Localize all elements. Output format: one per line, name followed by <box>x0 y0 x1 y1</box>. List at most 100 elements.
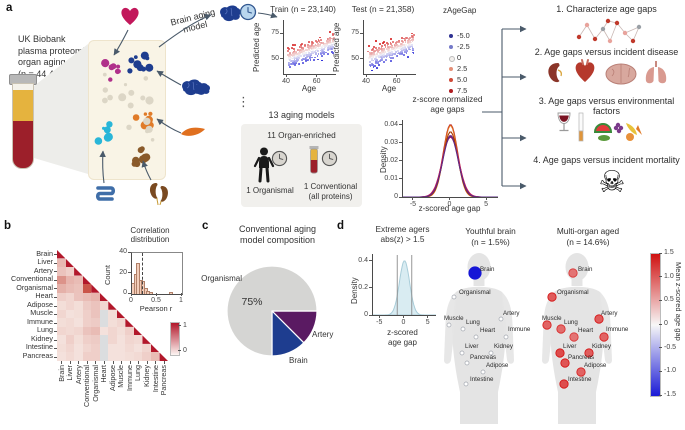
scatter-point <box>393 52 396 55</box>
legend-dot <box>449 45 453 49</box>
scatter-point <box>302 58 305 61</box>
protein-blob <box>140 95 146 101</box>
scatter-point <box>407 45 409 48</box>
scatter-point <box>292 47 295 50</box>
organ-label-adipose: Adipose <box>486 362 509 369</box>
heatmap-cell <box>65 267 75 276</box>
heatmap-cell <box>91 318 100 327</box>
scatter-point <box>373 51 375 54</box>
hist-bar <box>132 282 136 294</box>
scatter-point <box>409 44 412 47</box>
heatmap-row-tick <box>54 339 57 341</box>
scatter-point <box>406 50 409 52</box>
protein-blobs-graphic <box>94 51 155 168</box>
heatmap-cell <box>91 326 100 336</box>
heatmap-col-tick <box>121 360 122 364</box>
scatter-point <box>312 46 315 49</box>
small-brain-icon <box>194 83 211 95</box>
y-tick-label: 0.04 <box>384 120 398 128</box>
scatter-point <box>293 63 295 66</box>
organ-dot-muscle <box>446 322 452 328</box>
heatmap-cell <box>74 318 83 327</box>
kidney-disease-icon <box>548 63 562 83</box>
legend-item: -2.5 <box>449 42 493 52</box>
cigarette-icon <box>578 112 584 142</box>
scatter-point <box>304 52 307 55</box>
scatter-point <box>308 52 311 55</box>
scatter-point <box>400 53 403 55</box>
heatmap-col-tick <box>61 360 63 364</box>
scatter-point <box>400 36 403 39</box>
mean-z-tick-mark <box>659 252 662 254</box>
protein-blob <box>127 102 134 109</box>
scatter-point <box>380 54 382 57</box>
scatter-point <box>331 43 334 46</box>
scatter-point <box>315 40 318 42</box>
scatter-point <box>311 43 314 46</box>
organ-dot-adipose <box>480 369 486 375</box>
y-tick-mark <box>369 314 372 316</box>
scatter-point <box>320 50 323 53</box>
scatter-point <box>389 50 392 52</box>
scatter-point <box>291 53 294 56</box>
hist-title-line2: distribution <box>130 235 170 244</box>
scatter-point <box>406 37 408 39</box>
organ-dot-heart <box>569 332 579 342</box>
scatter-point <box>329 38 332 41</box>
protein-blob <box>133 60 142 69</box>
heatmap-col-tick <box>103 360 105 364</box>
scatter-point <box>313 50 316 53</box>
heatmap-cell <box>65 292 75 302</box>
organ-dot-pancreas <box>464 360 470 366</box>
scatter-point <box>322 49 324 51</box>
heatmap-cell <box>116 326 126 336</box>
scatter-point <box>394 42 397 45</box>
scatter-point <box>288 59 291 61</box>
scatter-point <box>378 53 381 56</box>
scatter-point <box>373 52 376 55</box>
organ-dot-organismal <box>451 294 457 300</box>
scatter-point <box>399 53 401 56</box>
scatter-point <box>332 34 334 37</box>
scatter-point <box>322 47 325 50</box>
protein-blob <box>101 59 110 68</box>
scatter-point <box>298 52 301 55</box>
mean-z-colorbar-label: Mean z-scored age gap <box>674 262 683 341</box>
heatmap-row-label: Intestine <box>25 342 53 352</box>
scatter-point <box>325 43 328 46</box>
scatter-point <box>410 34 413 37</box>
scatter-point <box>311 40 313 43</box>
heatmap-cell <box>125 326 134 336</box>
heatmap-cell <box>57 250 66 259</box>
legend-item: 7.5 <box>449 86 493 96</box>
legend-item: 0 <box>449 53 493 63</box>
models-count-title: 13 aging models <box>268 110 335 120</box>
blood-tube-illustration <box>12 83 34 169</box>
scatter-point <box>394 52 397 55</box>
heatmap-cell <box>65 275 75 285</box>
scatter-point <box>309 53 312 55</box>
scatter-point <box>320 55 323 57</box>
heatmap-col-tick <box>163 360 165 364</box>
heatmap-cell <box>74 309 83 319</box>
heatmap-cell <box>142 343 151 353</box>
scatter-point <box>372 66 375 68</box>
organ-dot-intestine <box>463 381 469 387</box>
panel-a-label: a <box>6 2 13 14</box>
scatter-point <box>408 44 411 47</box>
scatter-point <box>371 47 374 50</box>
scatter-point <box>370 62 373 65</box>
scatter-point <box>323 47 326 50</box>
scatter-point <box>396 46 399 49</box>
scatter-point <box>314 51 317 54</box>
scatter-point <box>402 47 405 49</box>
heatmap-cell <box>65 318 75 327</box>
organ-label-heart: Heart <box>480 327 495 334</box>
scatter-point <box>403 44 405 46</box>
scatter-point <box>390 46 393 48</box>
y-tick-label: 75 <box>271 29 279 37</box>
scatter-point <box>375 61 378 64</box>
x-tick-mark <box>130 293 132 296</box>
scatter-point <box>371 53 374 56</box>
pie-title-line2: model composition <box>239 235 316 245</box>
